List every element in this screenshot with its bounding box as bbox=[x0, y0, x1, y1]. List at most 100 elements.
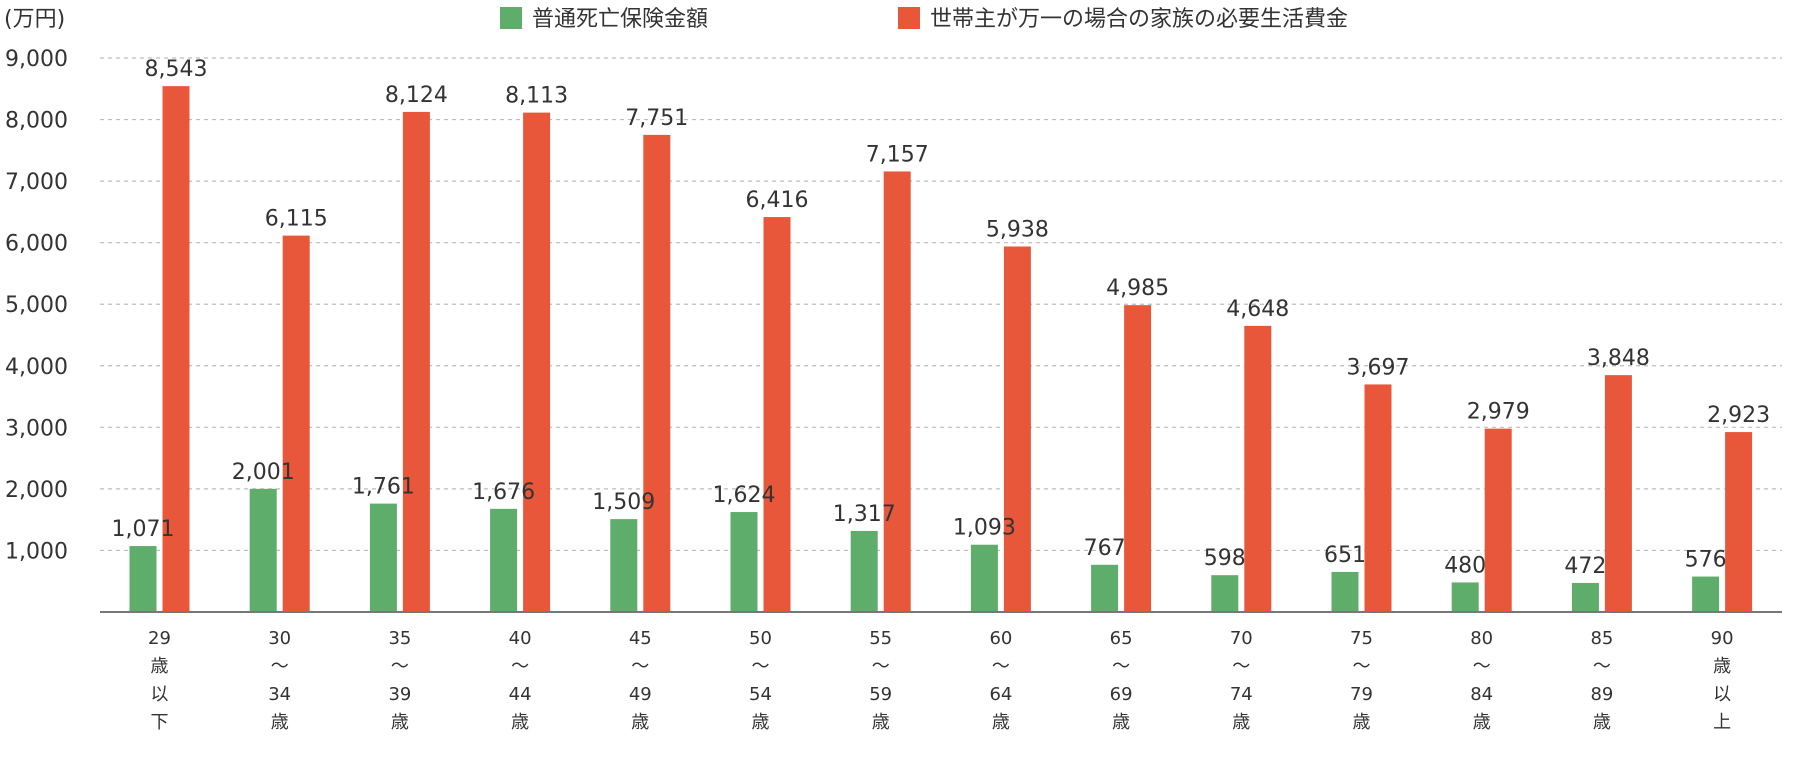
bar-living-cost bbox=[763, 217, 791, 612]
data-label-living-cost: 2,923 bbox=[1707, 403, 1770, 428]
y-axis-unit-label: (万円) bbox=[4, 7, 65, 32]
y-tick-label: 1,000 bbox=[5, 539, 68, 564]
bar-living-cost bbox=[1003, 246, 1031, 613]
x-category-label: 69 bbox=[1110, 684, 1133, 705]
data-label-insurance: 2,001 bbox=[232, 460, 295, 485]
x-category-label: 〜 bbox=[631, 656, 649, 677]
bar-living-cost bbox=[1725, 432, 1753, 612]
bar-living-cost bbox=[402, 111, 430, 612]
x-category-label: 歳 bbox=[151, 656, 169, 677]
data-label-insurance: 480 bbox=[1444, 553, 1486, 578]
x-category-label: 45 bbox=[629, 628, 652, 649]
x-category-label: 70 bbox=[1230, 628, 1253, 649]
x-category-label: 〜 bbox=[271, 656, 289, 677]
bar-living-cost bbox=[1604, 375, 1632, 612]
bar-insurance bbox=[970, 544, 998, 612]
x-category-label: 35 bbox=[388, 628, 411, 649]
x-category-label: 40 bbox=[509, 628, 532, 649]
x-category-label: 歳 bbox=[1593, 712, 1611, 733]
x-category-label: 44 bbox=[509, 684, 532, 705]
bars bbox=[129, 86, 1753, 613]
x-category-label: 79 bbox=[1350, 684, 1373, 705]
x-axis-categories: 29歳以下30〜34歳35〜39歳40〜44歳45〜49歳50〜54歳55〜59… bbox=[148, 628, 1734, 733]
x-category-label: 以 bbox=[151, 684, 169, 705]
data-label-insurance: 1,676 bbox=[472, 480, 535, 505]
x-category-label: 歳 bbox=[1232, 712, 1250, 733]
x-category-label: 74 bbox=[1230, 684, 1253, 705]
y-tick-label: 5,000 bbox=[5, 293, 68, 318]
y-axis-ticks: 1,000 2,000 3,000 4,000 5,000 6,000 7,000 8,000… bbox=[5, 47, 68, 564]
data-label-living-cost: 7,751 bbox=[625, 106, 688, 131]
bar-living-cost bbox=[1244, 325, 1272, 612]
bar-living-cost bbox=[883, 171, 911, 612]
x-category-label: 〜 bbox=[511, 656, 529, 677]
data-labels: 1,071 8,543 2,001 6,115 1,761 8,124 1,676 8,113… bbox=[112, 57, 1771, 579]
data-label-insurance: 651 bbox=[1324, 543, 1366, 568]
data-label-insurance: 1,317 bbox=[833, 502, 896, 527]
bar-insurance bbox=[1571, 582, 1599, 612]
x-category-label: 〜 bbox=[391, 656, 409, 677]
x-category-label: 以 bbox=[1713, 684, 1731, 705]
x-category-label: 90 bbox=[1711, 628, 1734, 649]
y-tick-label: 8,000 bbox=[5, 109, 68, 134]
x-category-label: 〜 bbox=[872, 656, 890, 677]
data-label-insurance: 598 bbox=[1204, 546, 1246, 571]
x-category-label: 歳 bbox=[271, 712, 289, 733]
data-label-living-cost: 3,697 bbox=[1347, 355, 1410, 380]
data-label-insurance: 1,509 bbox=[592, 490, 655, 515]
x-category-label: 64 bbox=[989, 684, 1012, 705]
y-tick-label: 4,000 bbox=[5, 355, 68, 380]
x-category-label: 85 bbox=[1590, 628, 1613, 649]
data-label-living-cost: 8,543 bbox=[145, 57, 208, 82]
x-category-label: 〜 bbox=[1353, 656, 1371, 677]
data-label-living-cost: 7,157 bbox=[866, 142, 929, 167]
bar-insurance bbox=[369, 503, 397, 612]
x-category-label: 80 bbox=[1470, 628, 1493, 649]
data-label-insurance: 1,071 bbox=[112, 517, 175, 542]
x-category-label: 89 bbox=[1590, 684, 1613, 705]
x-category-label: 29 bbox=[148, 628, 171, 649]
x-category-label: 55 bbox=[869, 628, 892, 649]
data-label-living-cost: 4,648 bbox=[1226, 297, 1289, 322]
y-tick-label: 7,000 bbox=[5, 170, 68, 195]
x-category-label: 歳 bbox=[1353, 712, 1371, 733]
bar-living-cost bbox=[1124, 305, 1152, 612]
data-label-insurance: 767 bbox=[1084, 536, 1126, 561]
x-category-label: 59 bbox=[869, 684, 892, 705]
legend-swatch-insurance bbox=[500, 7, 522, 29]
x-category-label: 65 bbox=[1110, 628, 1133, 649]
x-category-label: 34 bbox=[268, 684, 291, 705]
data-label-living-cost: 5,938 bbox=[986, 217, 1049, 242]
bar-insurance bbox=[730, 512, 758, 612]
x-category-label: 歳 bbox=[752, 712, 770, 733]
bar-insurance bbox=[490, 508, 518, 612]
data-label-living-cost: 4,985 bbox=[1106, 276, 1169, 301]
data-label-insurance: 1,093 bbox=[953, 516, 1016, 541]
bar-living-cost bbox=[523, 112, 551, 612]
x-category-label: 歳 bbox=[1112, 712, 1130, 733]
bar-living-cost bbox=[162, 86, 190, 613]
x-category-label: 〜 bbox=[1593, 656, 1611, 677]
y-tick-label: 6,000 bbox=[5, 232, 68, 257]
x-category-label: 〜 bbox=[1473, 656, 1491, 677]
x-category-label: 〜 bbox=[1112, 656, 1130, 677]
x-category-label: 歳 bbox=[631, 712, 649, 733]
x-category-label: 60 bbox=[989, 628, 1012, 649]
data-label-living-cost: 8,124 bbox=[385, 83, 448, 108]
legend-swatch-living-cost bbox=[898, 7, 920, 29]
bar-insurance bbox=[249, 488, 277, 612]
bar-insurance bbox=[1091, 564, 1119, 612]
x-category-label: 歳 bbox=[1473, 712, 1491, 733]
x-category-label: 歳 bbox=[391, 712, 409, 733]
bar-insurance bbox=[1692, 576, 1720, 612]
bar-insurance bbox=[850, 530, 878, 612]
x-category-label: 50 bbox=[749, 628, 772, 649]
data-label-living-cost: 2,979 bbox=[1467, 400, 1530, 425]
bar-living-cost bbox=[1484, 428, 1512, 612]
data-label-living-cost: 6,416 bbox=[746, 188, 809, 213]
x-category-label: 歳 bbox=[872, 712, 890, 733]
data-label-living-cost: 6,115 bbox=[265, 207, 328, 232]
x-category-label: 〜 bbox=[1232, 656, 1250, 677]
x-category-label: 歳 bbox=[992, 712, 1010, 733]
